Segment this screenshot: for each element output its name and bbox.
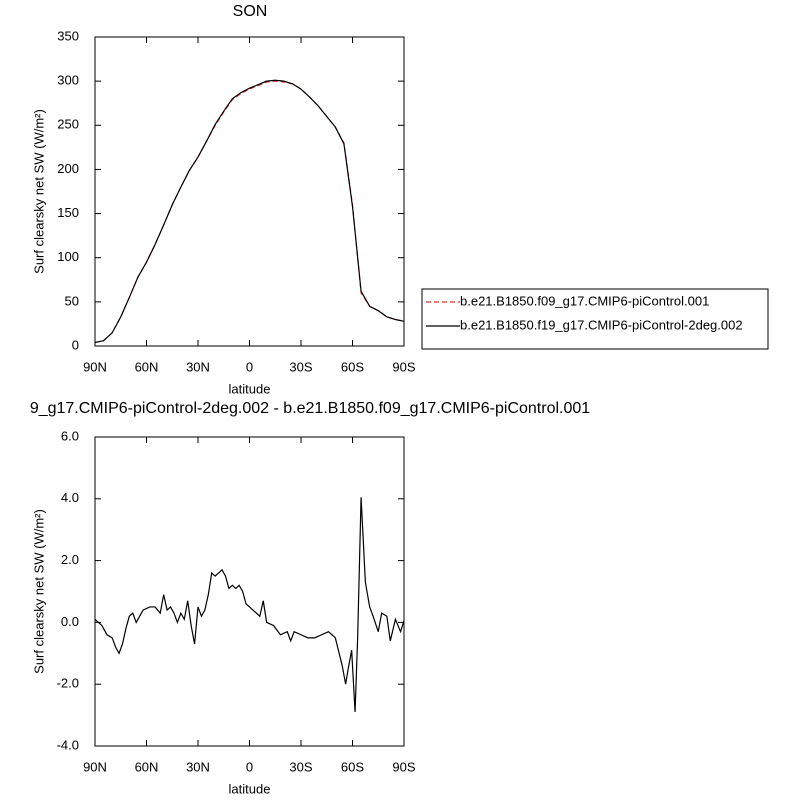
chart-title: SON <box>233 3 268 20</box>
y-tick-label: 300 <box>57 73 79 88</box>
x-tick-label: 90S <box>392 359 415 374</box>
x-tick-label: 60S <box>341 759 364 774</box>
data-line <box>94 80 405 344</box>
x-tick-label: 60N <box>135 359 159 374</box>
y-tick-label: 0 <box>72 337 79 352</box>
x-tick-label: 30S <box>289 359 312 374</box>
x-axis-label: latitude <box>229 781 271 796</box>
y-axis-label: Surf clearsky net SW (W/m²) <box>31 109 46 274</box>
x-tick-label: 30N <box>186 359 210 374</box>
y-tick-label: 100 <box>57 249 79 264</box>
x-tick-label: 30S <box>289 759 312 774</box>
y-tick-label: 200 <box>57 161 79 176</box>
plot-frame <box>94 436 405 747</box>
y-tick-label: -4.0 <box>57 737 79 752</box>
legend: b.e21.B1850.f09_g17.CMIP6-piControl.001b… <box>421 288 769 350</box>
x-tick-label: 90N <box>83 359 107 374</box>
y-tick-label: -2.0 <box>57 676 79 691</box>
y-tick-label: 2.0 <box>61 552 79 567</box>
x-tick-label: 0 <box>246 759 253 774</box>
y-tick-label: 50 <box>65 293 79 308</box>
y-tick-label: 350 <box>57 28 79 43</box>
x-tick-label: 60S <box>341 359 364 374</box>
y-axis-label: Surf clearsky net SW (W/m²) <box>31 509 46 674</box>
data-line <box>94 79 405 344</box>
legend-box <box>421 288 769 350</box>
data-line <box>94 497 405 713</box>
legend-label: b.e21.B1850.f19_g17.CMIP6-piControl-2deg… <box>460 317 743 332</box>
x-axis-label: latitude <box>229 381 271 396</box>
x-tick-label: 30N <box>186 759 210 774</box>
x-tick-label: 60N <box>135 759 159 774</box>
x-tick-label: 90S <box>392 759 415 774</box>
y-tick-label: 0.0 <box>61 614 79 629</box>
y-tick-label: 250 <box>57 117 79 132</box>
y-tick-label: 150 <box>57 205 79 220</box>
chart-title: 9_g17.CMIP6-piControl-2deg.002 - b.e21.B… <box>30 400 590 417</box>
y-tick-label: 6.0 <box>61 428 79 443</box>
y-tick-label: 4.0 <box>61 490 79 505</box>
x-tick-label: 0 <box>246 359 253 374</box>
legend-label: b.e21.B1850.f09_g17.CMIP6-piControl.001 <box>460 293 709 308</box>
plot-frame <box>94 36 405 347</box>
x-tick-label: 90N <box>83 759 107 774</box>
